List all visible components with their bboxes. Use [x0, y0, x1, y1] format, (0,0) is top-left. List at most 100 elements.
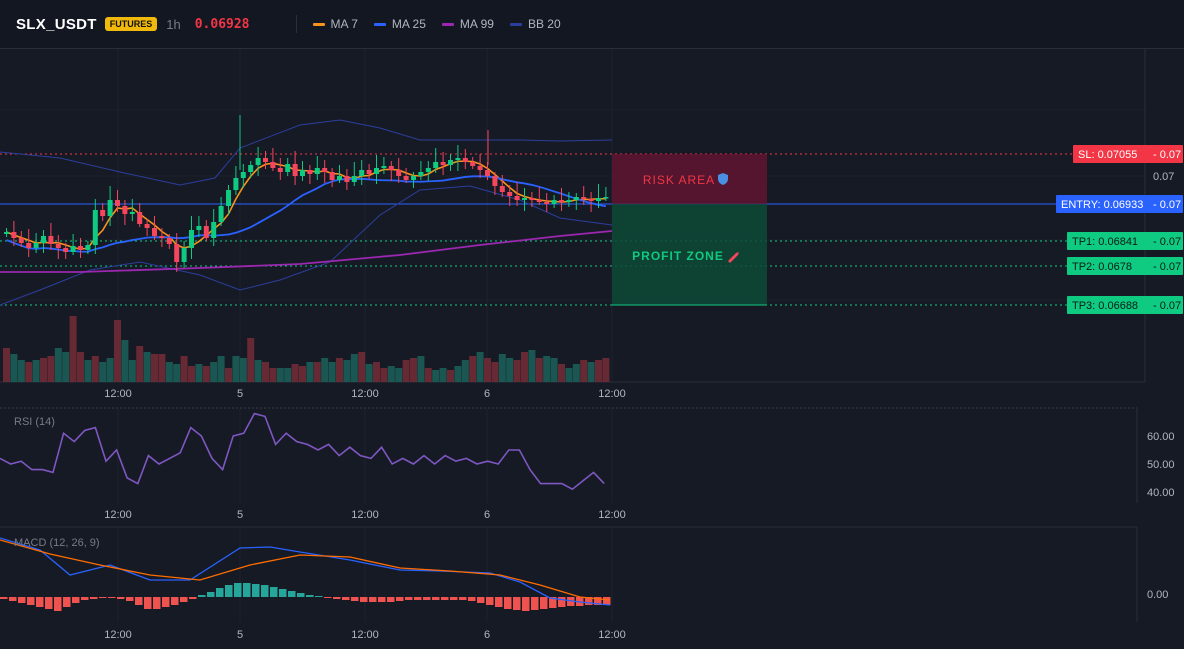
candle-down[interactable] — [159, 228, 165, 247]
candle-down[interactable] — [307, 165, 313, 184]
candle-up[interactable] — [603, 187, 609, 201]
candle-up[interactable] — [314, 156, 320, 180]
candle-up[interactable] — [233, 166, 239, 195]
candle-up[interactable] — [448, 154, 453, 171]
candle-up[interactable] — [522, 188, 527, 211]
tp2-price-tag[interactable]: TP2: 0.0678 — [1067, 257, 1183, 275]
candle-down[interactable] — [166, 234, 172, 249]
candle-body — [455, 158, 461, 160]
candle-down[interactable] — [559, 188, 564, 211]
candle-down[interactable] — [277, 158, 283, 180]
candle-down[interactable] — [477, 154, 483, 178]
candle-up[interactable] — [433, 148, 439, 173]
candle-up[interactable] — [92, 199, 98, 254]
candle-down[interactable] — [344, 169, 350, 190]
candle-down[interactable] — [174, 233, 180, 272]
entry-price-tag[interactable]: ENTRY: 0.06933 — [1056, 195, 1183, 213]
candle-down[interactable] — [115, 190, 120, 212]
level-value-text: - 0.07 — [1153, 300, 1181, 312]
candle-down[interactable] — [63, 243, 69, 259]
candle-up[interactable] — [381, 157, 387, 174]
candle-down[interactable] — [152, 216, 157, 240]
candle-up[interactable] — [33, 233, 39, 253]
candle-down[interactable] — [48, 223, 54, 250]
candle-up[interactable] — [551, 195, 557, 208]
candle-down[interactable] — [292, 151, 298, 185]
candle-down[interactable] — [514, 182, 520, 206]
candle-up[interactable] — [248, 161, 254, 178]
candle-body — [307, 170, 313, 174]
interval-selector[interactable]: 1h — [166, 16, 181, 32]
candle-down[interactable] — [203, 220, 209, 241]
candle-up[interactable] — [285, 158, 291, 176]
candle-down[interactable] — [396, 158, 402, 183]
candle-up[interactable] — [455, 145, 461, 171]
candle-up[interactable] — [300, 161, 305, 181]
legend-ma7[interactable]: MA 7 — [312, 17, 358, 31]
candle-up[interactable] — [596, 184, 601, 208]
candle-up[interactable] — [107, 186, 113, 226]
candle-down[interactable] — [492, 172, 498, 195]
candle-down[interactable] — [499, 175, 505, 197]
candle-up[interactable] — [226, 185, 231, 215]
candle-down[interactable] — [26, 229, 32, 257]
candle-down[interactable] — [78, 238, 83, 258]
candle-down[interactable] — [588, 192, 594, 212]
candle-up[interactable] — [374, 155, 379, 184]
volume-bar — [558, 364, 565, 382]
tp3-price-tag[interactable]: TP3: 0.06688 — [1067, 296, 1183, 314]
candle-up[interactable] — [211, 209, 217, 246]
candle-down[interactable] — [470, 157, 476, 169]
candle-down[interactable] — [144, 219, 150, 236]
candle-down[interactable] — [263, 151, 268, 169]
legend-bb20[interactable]: BB 20 — [509, 17, 561, 31]
candle-down[interactable] — [122, 200, 128, 225]
candle-down[interactable] — [322, 160, 328, 183]
candle-down[interactable] — [100, 203, 106, 221]
candle-up[interactable] — [129, 199, 135, 221]
candle-down[interactable] — [581, 186, 587, 205]
candle-up[interactable] — [218, 197, 224, 226]
volume-bar — [336, 358, 343, 382]
candle-down[interactable] — [366, 164, 372, 179]
candle-down[interactable] — [529, 192, 535, 207]
candle-up[interactable] — [196, 216, 202, 237]
candle-up[interactable] — [240, 164, 246, 188]
candle-down[interactable] — [55, 235, 61, 259]
candle-down[interactable] — [462, 149, 468, 169]
legend-ma25[interactable]: MA 25 — [373, 17, 426, 31]
candle-down[interactable] — [403, 168, 409, 183]
sl-price-tag[interactable]: SL: 0.07055 — [1073, 145, 1183, 163]
legend-ma99[interactable]: MA 99 — [441, 17, 494, 31]
candle-up[interactable] — [351, 162, 357, 186]
candle-down[interactable] — [388, 161, 394, 181]
candle-up[interactable] — [337, 165, 342, 183]
candle-up[interactable] — [411, 172, 416, 188]
candle-up[interactable] — [85, 241, 91, 254]
tp1-price-tag[interactable]: TP1: 0.06841 — [1067, 232, 1183, 250]
candle-up[interactable] — [359, 160, 365, 185]
candle-down[interactable] — [18, 231, 24, 247]
candle-body — [218, 206, 224, 222]
macd-histogram-bar — [162, 597, 170, 607]
candle-up[interactable] — [425, 161, 431, 181]
candle-down[interactable] — [270, 148, 276, 171]
candle-down[interactable] — [137, 203, 143, 227]
candle-down[interactable] — [11, 221, 17, 246]
candle-down[interactable] — [536, 187, 542, 205]
candle-up[interactable] — [573, 193, 579, 210]
candle-up[interactable] — [566, 192, 572, 207]
candle-up[interactable] — [41, 230, 46, 253]
candle-up[interactable] — [189, 216, 194, 259]
candle-down[interactable] — [544, 193, 550, 212]
candle-up[interactable] — [70, 234, 76, 255]
candle-up[interactable] — [255, 147, 261, 176]
candle-up[interactable] — [181, 241, 187, 268]
candle-up[interactable] — [4, 228, 9, 237]
candle-down[interactable] — [440, 152, 446, 175]
candle-down[interactable] — [507, 185, 513, 206]
candle-up[interactable] — [418, 161, 424, 180]
symbol-name[interactable]: SLX_USDT — [16, 15, 97, 33]
candle-down[interactable] — [329, 168, 335, 187]
